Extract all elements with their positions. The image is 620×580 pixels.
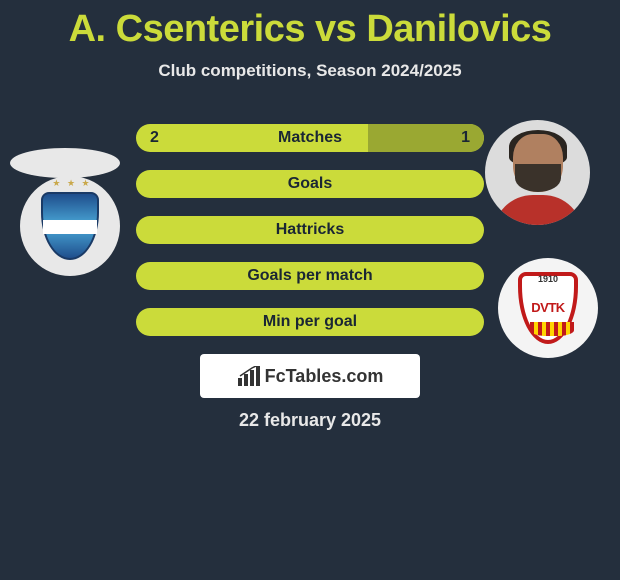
mtk-stars-icon: ★ ★ ★	[43, 178, 101, 189]
placeholder-avatar-icon	[10, 148, 120, 178]
club-right-badge: 1910 DVTK	[498, 258, 598, 358]
stats-bars: 2 Matches 1 Goals Hattricks Goals per ma…	[136, 124, 484, 354]
dvtk-year-label: 1910	[522, 274, 574, 284]
stat-gpm-label: Goals per match	[247, 267, 372, 285]
stat-mpg-label: Min per goal	[263, 313, 357, 331]
club-left-badge: ★ ★ ★	[20, 176, 120, 276]
dvtk-name-label: DVTK	[522, 300, 574, 315]
dvtk-shield-icon: 1910 DVTK	[518, 272, 578, 344]
stat-goals-label: Goals	[288, 175, 332, 193]
stat-hattricks-label: Hattricks	[276, 221, 344, 239]
stat-bar-matches: 2 Matches 1	[136, 124, 484, 152]
player-right-avatar	[485, 120, 590, 225]
stat-bar-goals-per-match: Goals per match	[136, 262, 484, 290]
date-label: 22 february 2025	[0, 410, 620, 431]
avatar-beard-icon	[515, 164, 561, 192]
stat-bar-goals: Goals	[136, 170, 484, 198]
stat-matches-label: Matches	[278, 129, 342, 147]
stat-bar-hattricks: Hattricks	[136, 216, 484, 244]
bar-chart-icon	[237, 366, 261, 386]
brand-box[interactable]: FcTables.com	[200, 354, 420, 398]
dvtk-stripes-icon	[530, 322, 574, 336]
page-title: A. Csenterics vs Danilovics	[0, 0, 620, 51]
stat-matches-left-value: 2	[150, 129, 159, 147]
brand-label: FcTables.com	[265, 366, 384, 387]
mtk-stripe-icon	[43, 220, 97, 234]
stat-bar-min-per-goal: Min per goal	[136, 308, 484, 336]
stat-matches-right-value: 1	[461, 129, 470, 147]
mtk-shield-icon: ★ ★ ★	[41, 192, 99, 260]
avatar-shoulders-icon	[493, 195, 583, 225]
subtitle: Club competitions, Season 2024/2025	[0, 61, 620, 81]
